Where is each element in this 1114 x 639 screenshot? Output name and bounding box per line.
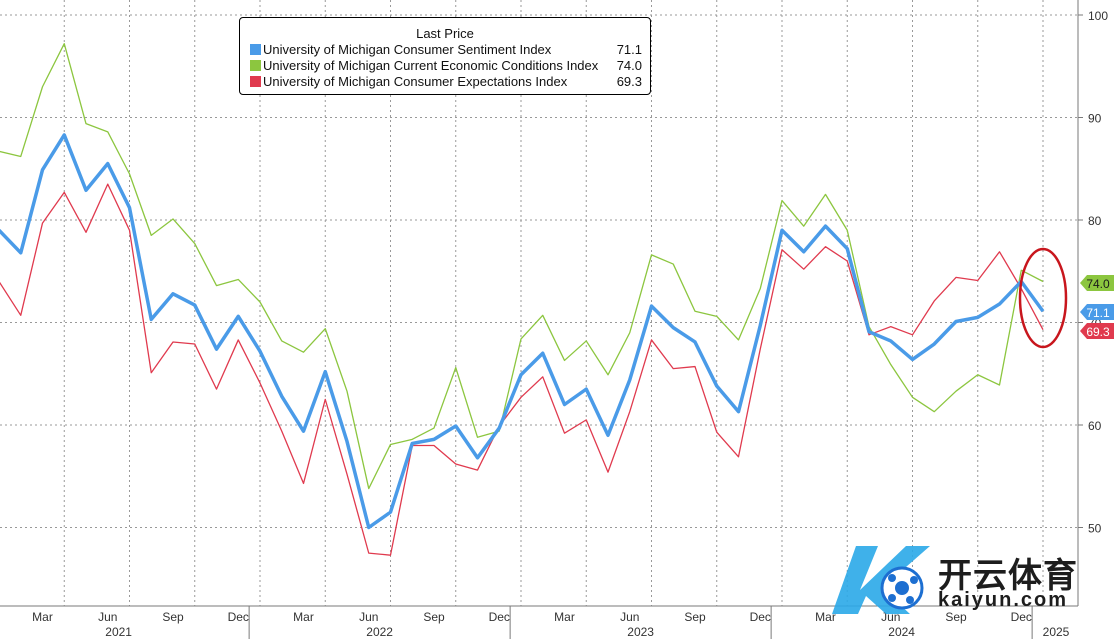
y-tick-label: 100 (1088, 9, 1108, 23)
watermark-url: kaiyun.com (938, 589, 1069, 611)
legend-label-expectations: University of Michigan Consumer Expectat… (263, 74, 568, 89)
legend-swatch-current-conditions (250, 60, 261, 71)
watermark-brand: 开云体育 (938, 557, 1078, 595)
legend-label-current-conditions: University of Michigan Current Economic … (263, 58, 599, 73)
legend-entry-expectations: University of Michigan Consumer Expectat… (240, 74, 650, 90)
legend-value-current-conditions: 74.0 (616, 58, 642, 73)
x-tick-label: Dec (1011, 610, 1032, 624)
legend-entry-sentiment: University of Michigan Consumer Sentimen… (240, 42, 650, 58)
legend-title: Last Price (416, 26, 474, 41)
last-value-label: 69.3 (1086, 325, 1110, 339)
x-tick-label: Mar (554, 610, 575, 624)
y-tick-label: 80 (1088, 214, 1102, 228)
legend-entry-current-conditions: University of Michigan Current Economic … (240, 58, 650, 74)
x-tick-label: Jun (98, 610, 117, 624)
year-label: 2023 (627, 625, 654, 639)
x-tick-label: Jun (620, 610, 639, 624)
last-value-label: 74.0 (1086, 277, 1110, 291)
x-tick-label: Dec (228, 610, 249, 624)
chart-legend: Last Price University of Michigan Consum… (239, 17, 651, 95)
legend-label-sentiment: University of Michigan Consumer Sentimen… (263, 42, 552, 57)
x-tick-label: Mar (293, 610, 314, 624)
year-label: 2022 (366, 625, 393, 639)
last-value-tag (1080, 275, 1114, 291)
y-tick-label: 90 (1088, 112, 1102, 126)
last-value-tag (1080, 323, 1114, 339)
x-tick-label: Sep (945, 610, 967, 624)
legend-swatch-sentiment (250, 44, 261, 55)
x-tick-label: Sep (423, 610, 445, 624)
watermark-logo: 开云体育 kaiyun.com (826, 538, 1112, 620)
highlight-ellipse (1018, 247, 1068, 349)
legend-value-sentiment: 71.1 (616, 42, 642, 57)
x-tick-label: Mar (32, 610, 53, 624)
x-tick-label: Dec (489, 610, 510, 624)
x-tick-label: Dec (750, 610, 771, 624)
year-label: 2024 (888, 625, 915, 639)
last-value-label: 71.1 (1086, 306, 1110, 320)
y-tick-label: 50 (1088, 522, 1102, 536)
year-label: 2025 (1043, 625, 1070, 639)
y-tick-label: 60 (1088, 419, 1102, 433)
legend-swatch-expectations (250, 76, 261, 87)
year-label: 2021 (105, 625, 132, 639)
x-tick-label: Sep (684, 610, 706, 624)
legend-value-expectations: 69.3 (616, 74, 642, 89)
logo-mark-icon (832, 546, 930, 614)
x-tick-label: Sep (162, 610, 184, 624)
last-value-tag (1080, 304, 1114, 320)
series-line-2 (0, 183, 1044, 556)
x-tick-label: Mar (815, 610, 836, 624)
x-tick-label: Jun (359, 610, 378, 624)
